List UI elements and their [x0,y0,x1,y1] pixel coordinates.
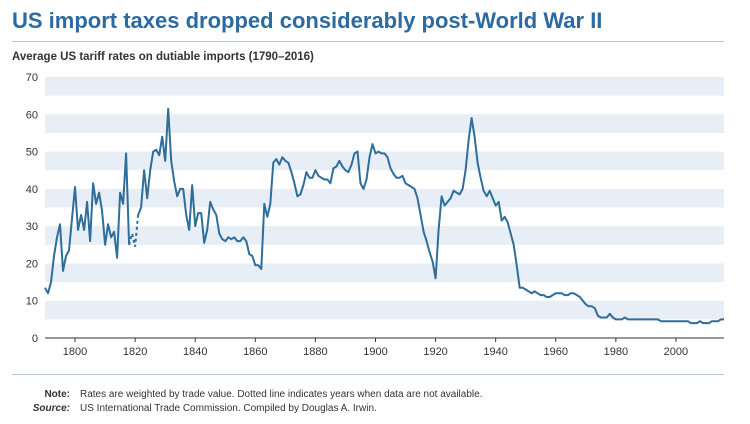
source-text: US International Trade Commission. Compi… [80,403,377,414]
x-tick-label: 2000 [664,346,688,358]
source-label: Source: [32,403,70,414]
note-text: Rates are weighted by trade value. Dotte… [80,389,483,400]
chart-subtitle: Average US tariff rates on dutiable impo… [12,51,314,63]
x-axis-ticks: 1800 1820 1840 1860 1880 1900 1920 1940 1960 1980… [63,338,688,358]
x-tick-label: 1820 [123,346,147,358]
footer-divider [12,374,724,375]
y-tick-label: 30 [26,221,38,233]
series-line-dotted-gap [128,214,140,247]
grid-band [45,114,724,133]
grid-bands [45,77,724,320]
title-divider [12,41,724,42]
x-tick-label: 1880 [303,346,327,358]
x-tick-label: 1800 [63,346,87,358]
y-tick-label: 0 [32,333,38,345]
y-tick-label: 20 [26,258,38,270]
y-axis-ticks: 0 10 20 30 40 50 60 70 [26,72,38,345]
grid-band [45,188,724,208]
y-tick-label: 40 [26,184,38,196]
x-tick-label: 1980 [604,346,628,358]
x-tick-label: 1900 [363,346,387,358]
grid-band [45,151,724,171]
grid-band [45,300,724,320]
y-tick-label: 10 [26,296,38,308]
x-tick-label: 1940 [483,346,507,358]
note-label: Note: [44,389,70,400]
grid-band [45,226,724,245]
x-tick-label: 1860 [243,346,267,358]
series-line-solid-late [137,107,724,325]
series-line-solid-early [44,152,131,295]
series-lines [44,107,724,325]
grid-band [45,263,724,283]
x-tick-label: 1960 [544,346,568,358]
chart-title: US import taxes dropped considerably pos… [12,8,603,33]
y-tick-label: 70 [26,72,38,84]
y-tick-label: 50 [26,147,38,159]
x-tick-label: 1840 [183,346,207,358]
y-tick-label: 60 [26,109,38,121]
grid-band [45,77,724,96]
x-tick-label: 1920 [423,346,447,358]
